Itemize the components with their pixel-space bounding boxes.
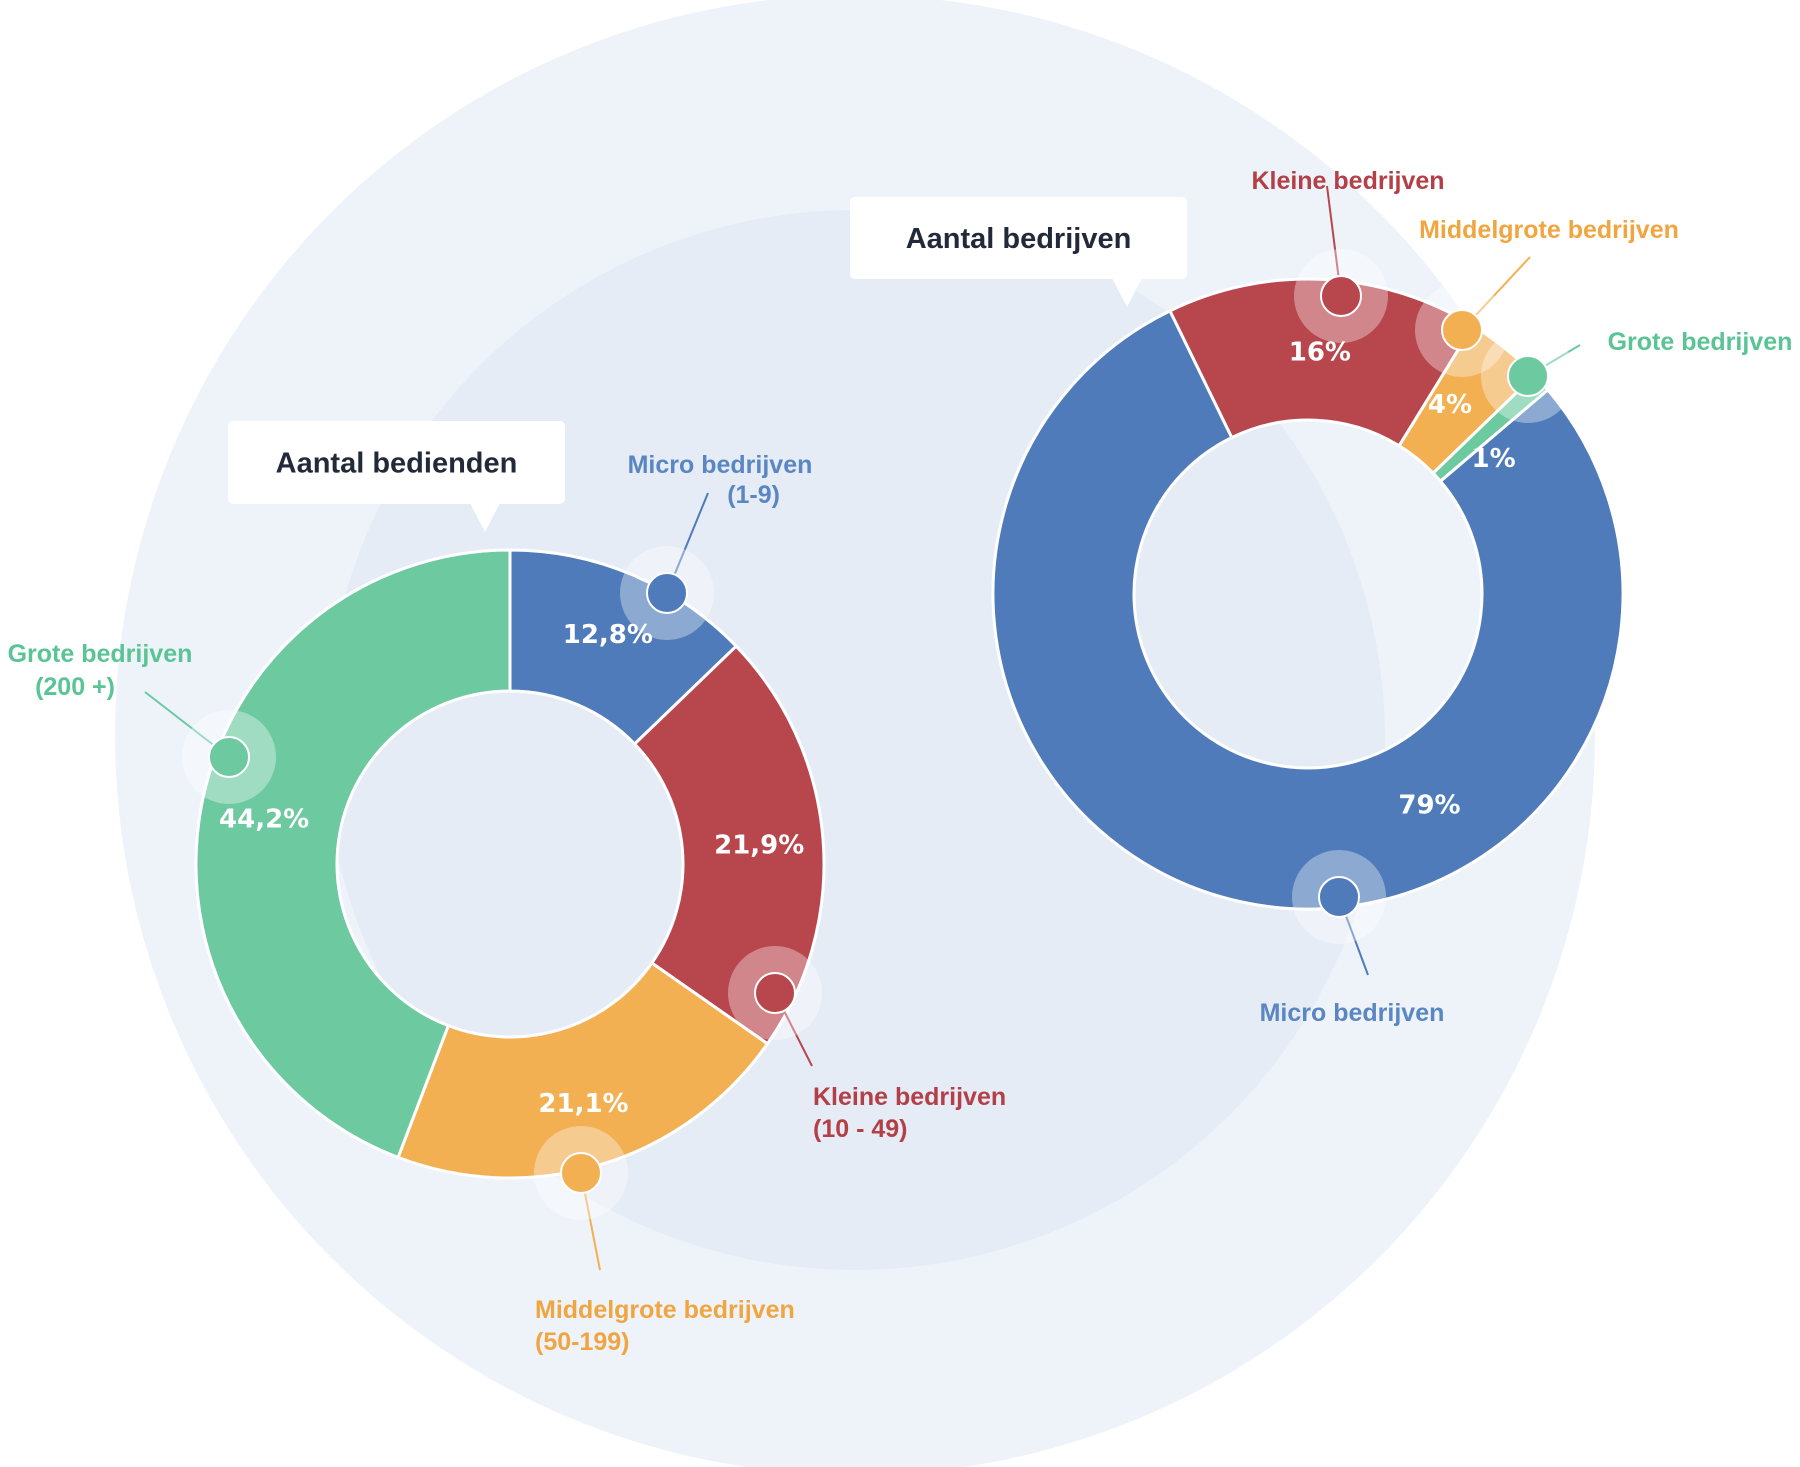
chart-title-box-2: Aantal bedrijven <box>850 197 1187 307</box>
charts-layer: 12,8%21,9%21,1%44,2%Micro bedrijven(1-9)… <box>8 167 1793 1356</box>
value-label-grote: 1% <box>1472 444 1516 474</box>
chart-title: Aantal bedrijven <box>906 223 1132 255</box>
value-label-kleine: 16% <box>1289 337 1351 367</box>
marker-dot-kleine <box>1320 275 1362 317</box>
marker-dot-middelgrote <box>560 1152 602 1194</box>
category-label-micro: Micro bedrijven <box>1260 999 1445 1027</box>
slice-kleine <box>632 644 826 1046</box>
title-box-pointer <box>1112 278 1142 307</box>
donut-chart-2: 16% 4%1% 79% Kleine bedrijven Middelgrote be… <box>850 167 1792 1027</box>
value-label-middelgrote: 4% <box>1428 390 1472 420</box>
category-label-kleine: Kleine bedrijven <box>813 1083 1006 1111</box>
title-box-pointer <box>470 503 500 532</box>
category-label-middelgrote: Middelgrote bedrijven <box>1419 216 1679 244</box>
title-box-background <box>850 197 1187 279</box>
value-label-grote: 44,2% <box>219 805 309 835</box>
marker-dot-micro <box>646 572 688 614</box>
category-sublabel-kleine: (10 - 49) <box>813 1115 907 1143</box>
marker-dot-grote <box>208 736 250 778</box>
category-label-middelgrote: Middelgrote bedrijven <box>535 1296 795 1324</box>
marker-dot-grote <box>1507 355 1549 397</box>
category-sublabel-micro: (1-9) <box>727 481 780 509</box>
slice-micro <box>991 308 1625 911</box>
marker-dot-middelgrote <box>1441 309 1483 351</box>
value-label-micro: 79% <box>1398 790 1460 820</box>
value-label-kleine: 21,9% <box>714 830 804 860</box>
category-sublabel-middelgrote: (50-199) <box>535 1328 630 1356</box>
donut-chart-1: 12,8% 21,9% 21,1% 44,2% Micro bedrijven(1-9)… <box>8 421 1006 1356</box>
title-box-background <box>228 421 565 504</box>
category-label-kleine: Kleine bedrijven <box>1251 167 1444 195</box>
value-label-middelgrote: 21,1% <box>538 1089 628 1119</box>
category-label-micro: Micro bedrijven <box>628 451 813 479</box>
slice-grote <box>194 548 512 1160</box>
slice-micro <box>508 548 739 747</box>
slice-middelgrote <box>396 960 770 1180</box>
chart-title-box-1: Aantal bedienden <box>228 421 565 532</box>
category-label-grote: Grote bedrijven <box>1608 328 1793 356</box>
marker-dot-micro <box>1318 876 1360 918</box>
category-sublabel-grote: (200 +) <box>35 673 115 701</box>
category-label-grote: Grote bedrijven <box>8 640 193 668</box>
value-label-micro: 12,8% <box>563 620 653 650</box>
chart-title: Aantal bedienden <box>276 448 518 480</box>
marker-dot-kleine <box>754 972 796 1014</box>
